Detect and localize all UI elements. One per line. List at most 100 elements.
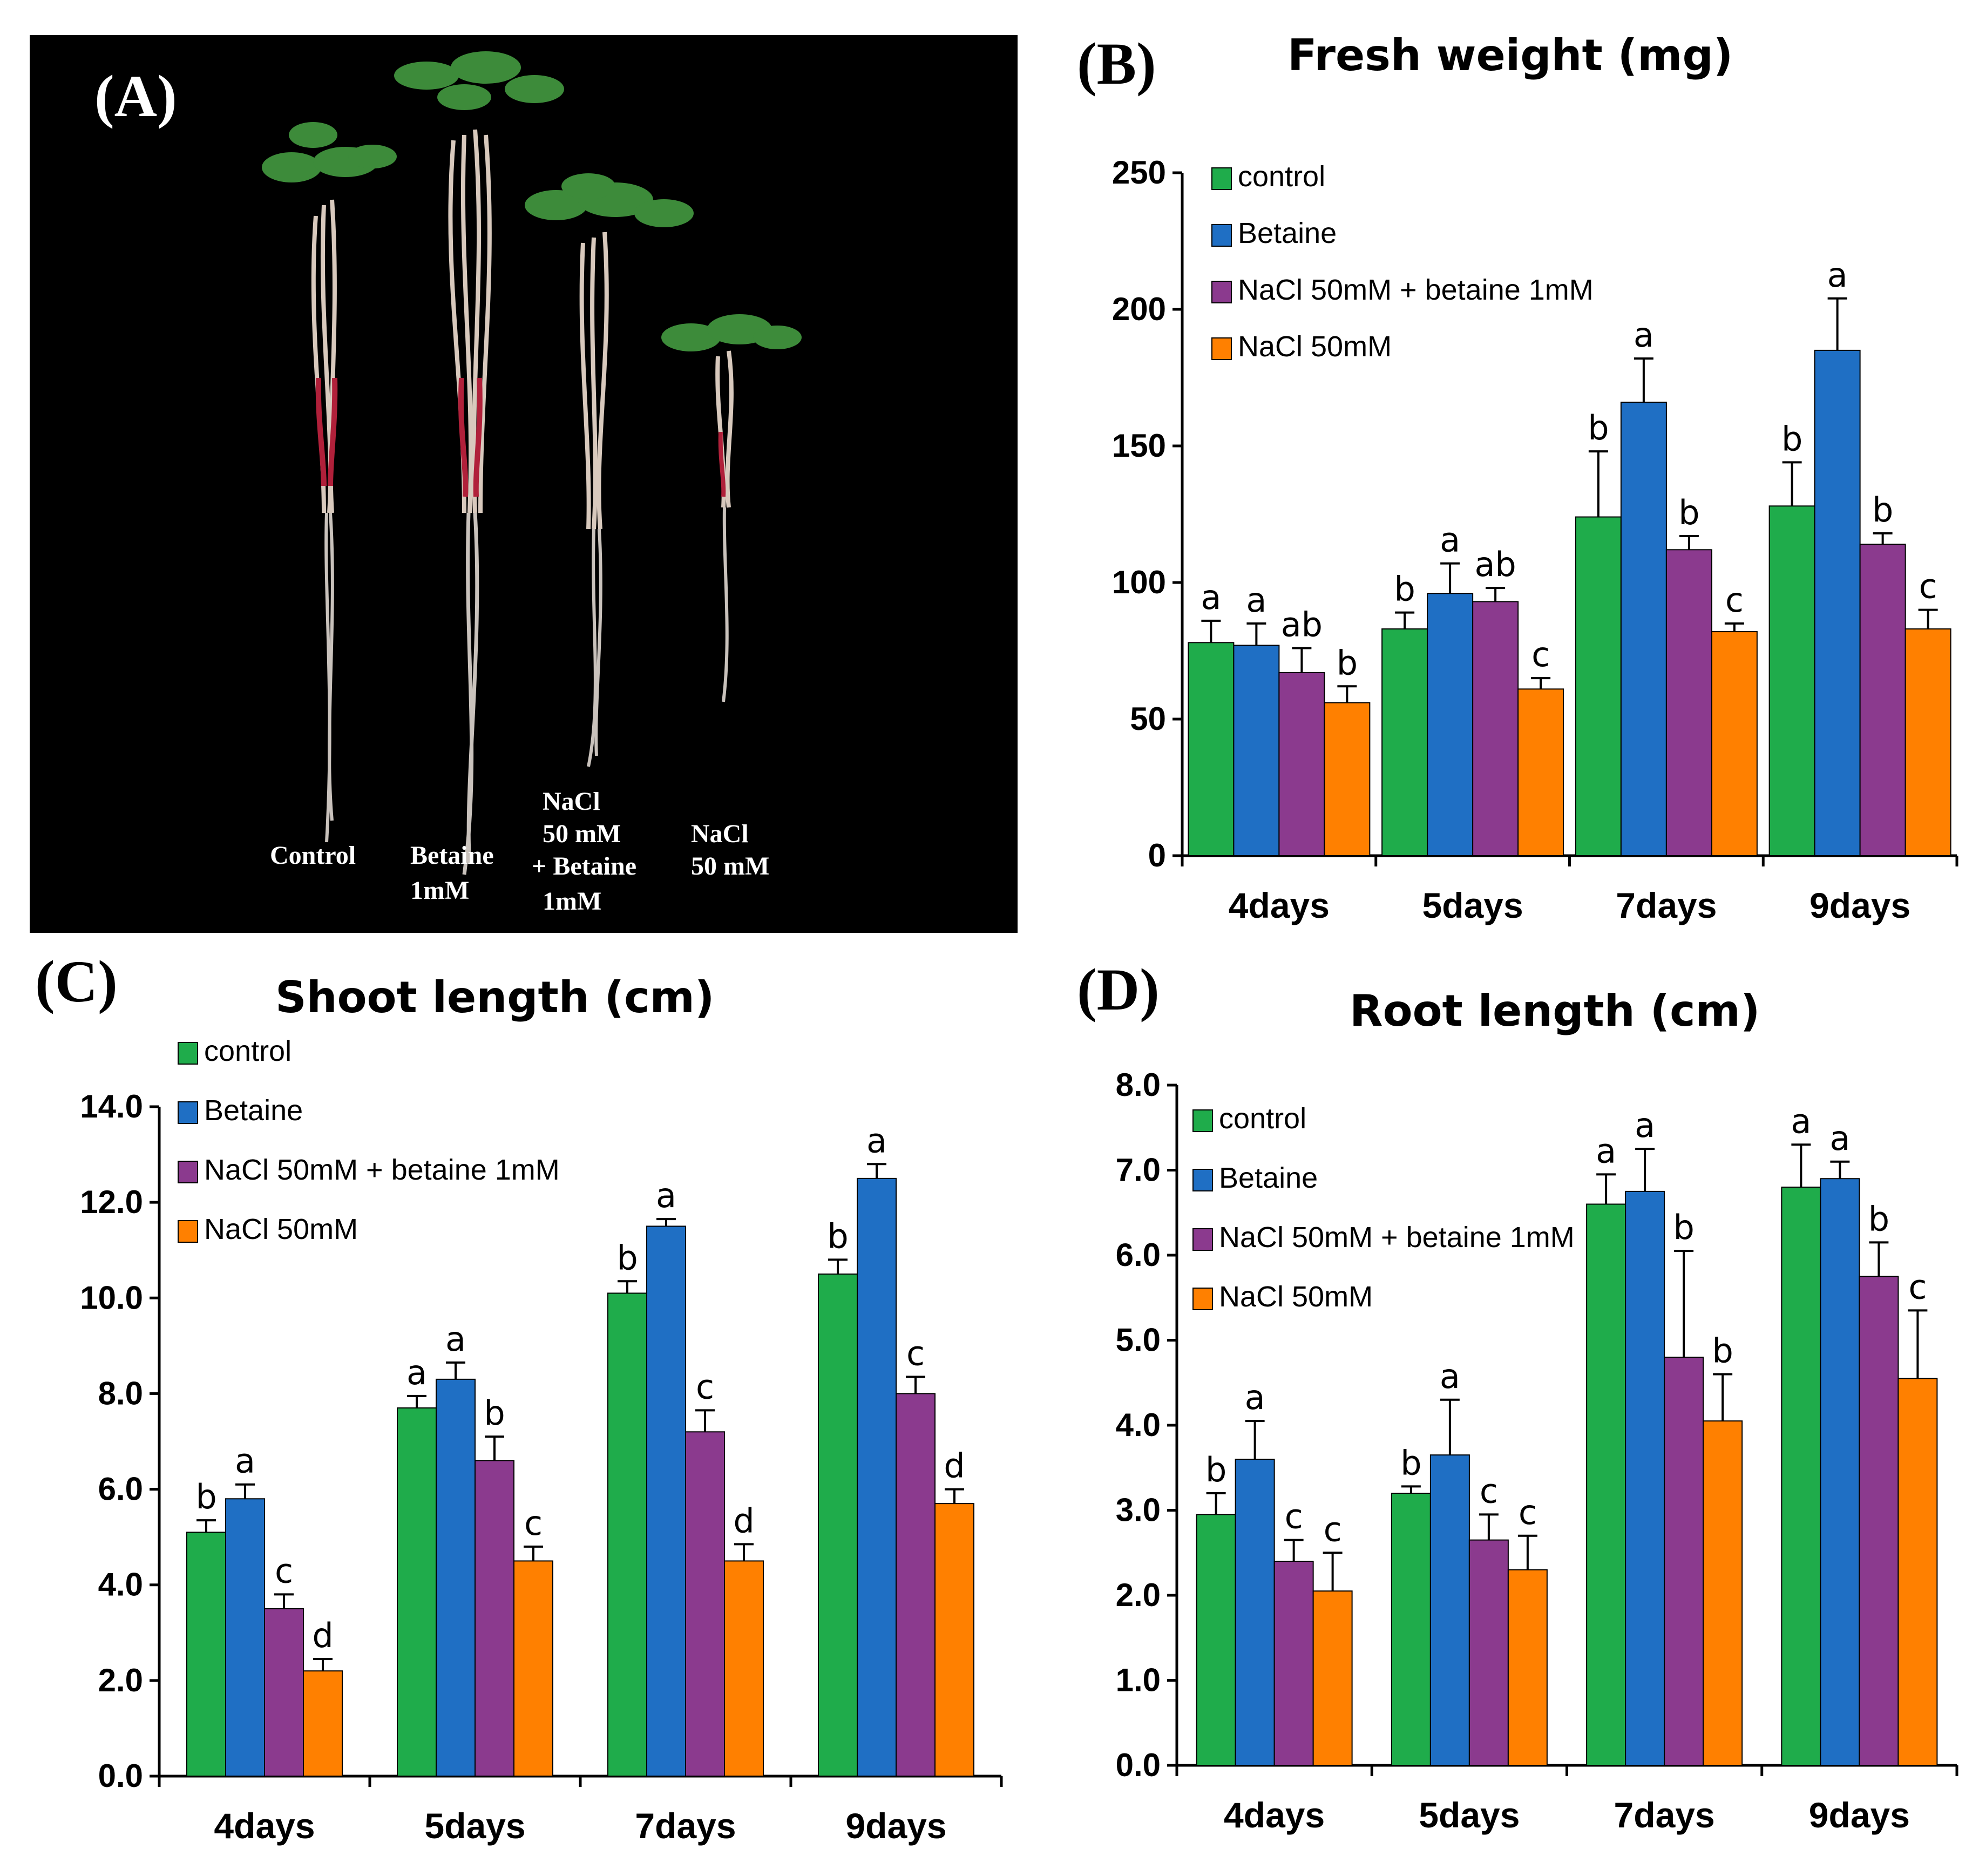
seedling-betaine — [394, 51, 564, 875]
significance-label: a — [866, 1121, 887, 1160]
bar-nacl-50mm-betaine-1mm-7days — [685, 1431, 725, 1777]
legend-swatch-betaine — [1211, 224, 1232, 247]
bar-nacl-50mm-betaine-1mm-7days — [1665, 549, 1712, 856]
significance-label: a — [1201, 578, 1221, 617]
significance-label: a — [406, 1353, 427, 1392]
bar-nacl-50mm-betaine-1mm-5days — [1468, 1539, 1509, 1766]
legend-label-control: control — [1238, 160, 1325, 193]
root-length-chart: (D) Root length (cm) 0.0 1.0 2.0 3.0 4.0 5.0 6.0… — [1077, 957, 1958, 1835]
significance-label: a — [235, 1441, 255, 1481]
bar-betaine-9days — [1820, 1178, 1860, 1766]
y-tick-label: 6.0 — [98, 1471, 143, 1507]
significance-label: b — [1678, 493, 1699, 532]
y-tick-label: 6.0 — [1116, 1237, 1161, 1273]
x-tick-label-9days: 9days — [1809, 885, 1910, 925]
bar-control-4days — [1196, 1514, 1236, 1766]
bar-nacl-50mm-betaine-1mm-5days — [1472, 601, 1519, 857]
y-tick-label: 8.0 — [1116, 1067, 1161, 1103]
legend-label-control: control — [1219, 1102, 1306, 1135]
y-tick-label: 250 — [1112, 154, 1166, 191]
x-tick-label-9days: 9days — [845, 1806, 946, 1846]
significance-label: c — [1480, 1471, 1498, 1511]
bar-control-7days — [1586, 1203, 1626, 1766]
significance-label: a — [1827, 255, 1848, 295]
legend-swatch-control — [1211, 167, 1232, 190]
significance-label: a — [1440, 1357, 1460, 1396]
legend-label-nacl-50mm: NaCl 50mM — [204, 1213, 358, 1245]
y-tick-label: 2.0 — [1116, 1577, 1161, 1613]
bar-control-5days — [1381, 628, 1428, 857]
seedling-control — [262, 122, 397, 843]
photo-label-mix-salt: NaCl — [543, 787, 600, 816]
bar-betaine-7days — [1625, 1190, 1665, 1766]
significance-label: a — [1246, 580, 1266, 620]
bar-nacl-50mm-5days — [1517, 688, 1564, 856]
bar-nacl-50mm-4days — [1324, 702, 1371, 856]
significance-label: a — [1635, 1106, 1655, 1145]
bar-control-5days — [1391, 1493, 1431, 1766]
significance-label: c — [275, 1551, 293, 1590]
significance-label: a — [445, 1319, 466, 1359]
significance-label: a — [656, 1176, 676, 1215]
significance-label: c — [524, 1503, 543, 1543]
significance-label: b — [1400, 1443, 1421, 1482]
y-tick-label: 50 — [1130, 701, 1166, 737]
legend-swatch-betaine — [178, 1101, 198, 1124]
bar-betaine-5days — [1427, 593, 1474, 856]
significance-label: c — [1908, 1267, 1927, 1306]
legend-label-nacl-50mm: NaCl 50mM — [1219, 1281, 1373, 1313]
significance-label: b — [616, 1238, 638, 1277]
y-tick-label: 0 — [1148, 837, 1166, 873]
bar-nacl-50mm-betaine-1mm-4days — [1273, 1561, 1314, 1766]
bar-nacl-50mm-betaine-1mm-4days — [264, 1608, 304, 1777]
x-tick-label-7days: 7days — [635, 1806, 736, 1846]
legend-label-betaine: Betaine — [204, 1094, 303, 1127]
panel-label-d: (D) — [1077, 957, 1160, 1022]
legend-label-betaine: Betaine — [1238, 217, 1337, 249]
legend-swatch-nacl-50mm-betaine-1mm — [178, 1161, 198, 1183]
bar-nacl-50mm-9days — [1905, 628, 1951, 857]
significance-label: a — [1440, 520, 1460, 560]
legend-label-nacl-50mm: NaCl 50mM — [1238, 330, 1392, 363]
significance-label: a — [1791, 1101, 1811, 1141]
significance-label: b — [1781, 419, 1802, 458]
seedling-nacl-betaine — [525, 173, 694, 767]
bar-nacl-50mm-betaine-1mm-9days — [896, 1393, 936, 1777]
photo-label-mix-betaine-conc: 1mM — [543, 887, 601, 916]
legend-swatch-nacl-50mm-betaine-1mm — [1192, 1228, 1213, 1251]
y-tick-label: 5.0 — [1116, 1322, 1161, 1358]
bar-nacl-50mm-betaine-1mm-4days — [1278, 672, 1325, 856]
x-tick-label-7days: 7days — [1614, 1795, 1715, 1835]
y-tick-label: 100 — [1112, 564, 1166, 600]
bar-nacl-50mm-9days — [1897, 1378, 1938, 1766]
photo-background — [30, 35, 1018, 933]
significance-label: c — [1519, 1493, 1537, 1532]
bar-nacl-50mm-betaine-1mm-9days — [1859, 544, 1906, 856]
significance-label: d — [944, 1446, 965, 1486]
bar-betaine-5days — [1429, 1454, 1470, 1766]
photo-label-salt: NaCl — [691, 820, 749, 848]
bar-nacl-50mm-7days — [724, 1560, 764, 1777]
legend-swatch-nacl-50mm — [1211, 337, 1232, 360]
bar-control-9days — [1768, 505, 1815, 856]
legend-swatch-nacl-50mm — [1192, 1288, 1213, 1310]
bar-betaine-4days — [1235, 1459, 1275, 1766]
y-tick-label: 8.0 — [98, 1375, 143, 1411]
significance-label: a — [1245, 1378, 1265, 1417]
significance-label: b — [1872, 490, 1893, 530]
bar-nacl-50mm-7days — [1711, 631, 1758, 856]
significance-label: b — [1868, 1199, 1889, 1238]
bar-betaine-5days — [436, 1378, 476, 1777]
photo-label-control: Control — [270, 841, 356, 870]
y-tick-label: 0.0 — [98, 1758, 143, 1794]
significance-label: b — [484, 1393, 505, 1433]
photo-label-mix-betaine: + Betaine — [532, 852, 636, 881]
y-tick-label: 7.0 — [1116, 1152, 1161, 1188]
legend-label-control: control — [204, 1035, 292, 1067]
significance-label: c — [1285, 1497, 1303, 1536]
legend-label-betaine: Betaine — [1219, 1162, 1318, 1194]
significance-label: c — [1324, 1509, 1342, 1549]
bar-nacl-50mm-9days — [934, 1503, 974, 1777]
chart-title: Fresh weight (mg) — [1287, 30, 1733, 80]
legend-swatch-nacl-50mm — [178, 1220, 198, 1243]
